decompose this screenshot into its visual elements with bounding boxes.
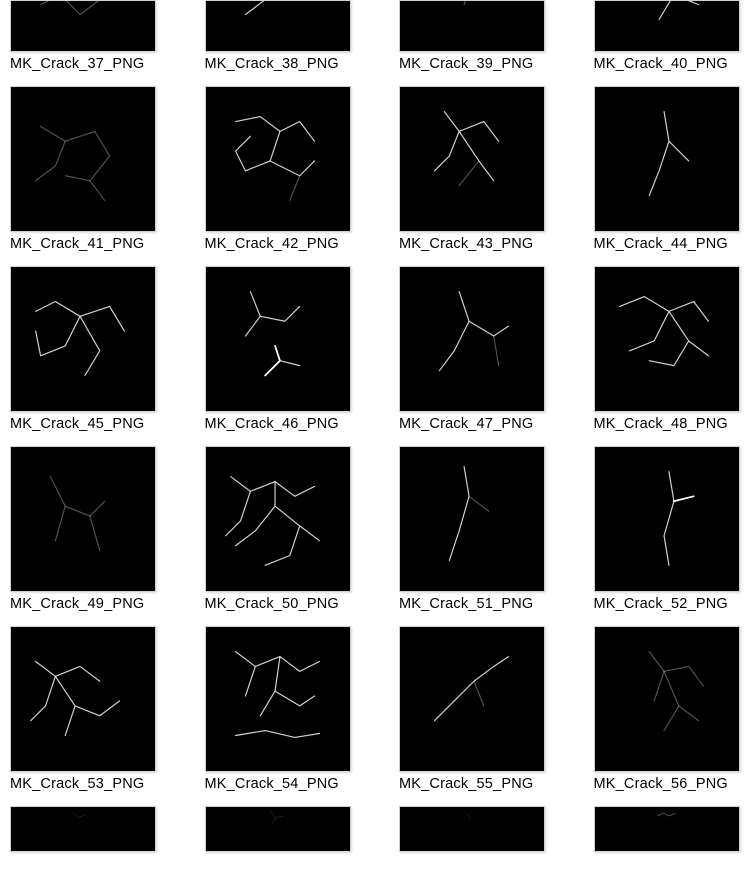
- thumbnail-cell[interactable]: MK_Crack_47_PNG: [399, 266, 546, 432]
- thumbnail-filename[interactable]: MK_Crack_42_PNG: [205, 236, 339, 252]
- thumbnail-image[interactable]: [594, 266, 740, 412]
- thumbnail-filename[interactable]: MK_Crack_56_PNG: [594, 776, 728, 792]
- thumbnail-image[interactable]: [399, 626, 545, 772]
- thumbnail-image[interactable]: [205, 266, 351, 412]
- thumbnail-filename[interactable]: MK_Crack_44_PNG: [594, 236, 728, 252]
- thumbnail-filename[interactable]: MK_Crack_39_PNG: [399, 56, 533, 72]
- thumbnail-cell[interactable]: MK_Crack_46_PNG: [205, 266, 352, 432]
- thumbnail-image[interactable]: [10, 86, 156, 232]
- thumbnail-filename[interactable]: MK_Crack_47_PNG: [399, 416, 533, 432]
- thumbnail-filename[interactable]: MK_Crack_40_PNG: [594, 56, 728, 72]
- thumbnail-filename[interactable]: MK_Crack_45_PNG: [10, 416, 144, 432]
- thumbnail-image[interactable]: [594, 806, 740, 852]
- thumbnail-image[interactable]: [10, 266, 156, 412]
- thumbnail-image[interactable]: [399, 806, 545, 852]
- thumbnail-cell[interactable]: MK_Crack_59_PNG: [399, 806, 546, 852]
- thumbnail-image[interactable]: [10, 0, 156, 52]
- thumbnail-image[interactable]: [594, 86, 740, 232]
- thumbnail-image[interactable]: [205, 0, 351, 52]
- thumbnail-image[interactable]: [399, 86, 545, 232]
- thumbnail-cell[interactable]: MK_Crack_37_PNG: [10, 0, 157, 72]
- thumbnail-filename[interactable]: MK_Crack_52_PNG: [594, 596, 728, 612]
- thumbnail-cell[interactable]: MK_Crack_57_PNG: [10, 806, 157, 852]
- thumbnail-image[interactable]: [205, 86, 351, 232]
- thumbnail-filename[interactable]: MK_Crack_41_PNG: [10, 236, 144, 252]
- thumbnail-cell[interactable]: MK_Crack_44_PNG: [594, 86, 741, 252]
- thumbnail-image[interactable]: [594, 446, 740, 592]
- thumbnail-filename[interactable]: MK_Crack_38_PNG: [205, 56, 339, 72]
- thumbnail-cell[interactable]: MK_Crack_40_PNG: [594, 0, 741, 72]
- thumbnail-cell[interactable]: MK_Crack_39_PNG: [399, 0, 546, 72]
- thumbnail-cell[interactable]: MK_Crack_45_PNG: [10, 266, 157, 432]
- thumbnail-filename[interactable]: MK_Crack_49_PNG: [10, 596, 144, 612]
- thumbnail-image[interactable]: [594, 0, 740, 52]
- thumbnail-cell[interactable]: MK_Crack_54_PNG: [205, 626, 352, 792]
- thumbnail-cell[interactable]: MK_Crack_50_PNG: [205, 446, 352, 612]
- thumbnail-filename[interactable]: MK_Crack_46_PNG: [205, 416, 339, 432]
- thumbnail-image[interactable]: [399, 446, 545, 592]
- thumbnail-cell[interactable]: MK_Crack_56_PNG: [594, 626, 741, 792]
- thumbnail-image[interactable]: [10, 806, 156, 852]
- thumbnail-image[interactable]: [399, 0, 545, 52]
- thumbnail-filename[interactable]: MK_Crack_54_PNG: [205, 776, 339, 792]
- thumbnail-image[interactable]: [10, 626, 156, 772]
- thumbnail-image[interactable]: [205, 446, 351, 592]
- thumbnail-cell[interactable]: MK_Crack_48_PNG: [594, 266, 741, 432]
- thumbnail-image[interactable]: [205, 806, 351, 852]
- thumbnail-filename[interactable]: MK_Crack_43_PNG: [399, 236, 533, 252]
- thumbnail-filename[interactable]: MK_Crack_51_PNG: [399, 596, 533, 612]
- thumbnail-filename[interactable]: MK_Crack_48_PNG: [594, 416, 728, 432]
- thumbnail-filename[interactable]: MK_Crack_37_PNG: [10, 56, 144, 72]
- thumbnail-cell[interactable]: MK_Crack_51_PNG: [399, 446, 546, 612]
- thumbnail-image[interactable]: [594, 626, 740, 772]
- thumbnail-image[interactable]: [399, 266, 545, 412]
- thumbnail-cell[interactable]: MK_Crack_42_PNG: [205, 86, 352, 252]
- thumbnail-cell[interactable]: MK_Crack_43_PNG: [399, 86, 546, 252]
- thumbnail-cell[interactable]: MK_Crack_55_PNG: [399, 626, 546, 792]
- thumbnail-cell[interactable]: MK_Crack_53_PNG: [10, 626, 157, 792]
- thumbnail-cell[interactable]: MK_Crack_38_PNG: [205, 0, 352, 72]
- thumbnail-image[interactable]: [10, 446, 156, 592]
- thumbnail-cell[interactable]: MK_Crack_49_PNG: [10, 446, 157, 612]
- thumbnail-cell[interactable]: MK_Crack_41_PNG: [10, 86, 157, 252]
- thumbnail-filename[interactable]: MK_Crack_50_PNG: [205, 596, 339, 612]
- thumbnail-cell[interactable]: MK_Crack_58_PNG: [205, 806, 352, 852]
- thumbnail-grid: MK_Crack_37_PNG MK_Crack_38_PNG MK_Crack_3…: [0, 0, 750, 852]
- thumbnail-cell[interactable]: MK_Crack_52_PNG: [594, 446, 741, 612]
- thumbnail-image[interactable]: [205, 626, 351, 772]
- thumbnail-filename[interactable]: MK_Crack_55_PNG: [399, 776, 533, 792]
- thumbnail-cell[interactable]: MK_Crack_60_PNG: [594, 806, 741, 852]
- thumbnail-filename[interactable]: MK_Crack_53_PNG: [10, 776, 144, 792]
